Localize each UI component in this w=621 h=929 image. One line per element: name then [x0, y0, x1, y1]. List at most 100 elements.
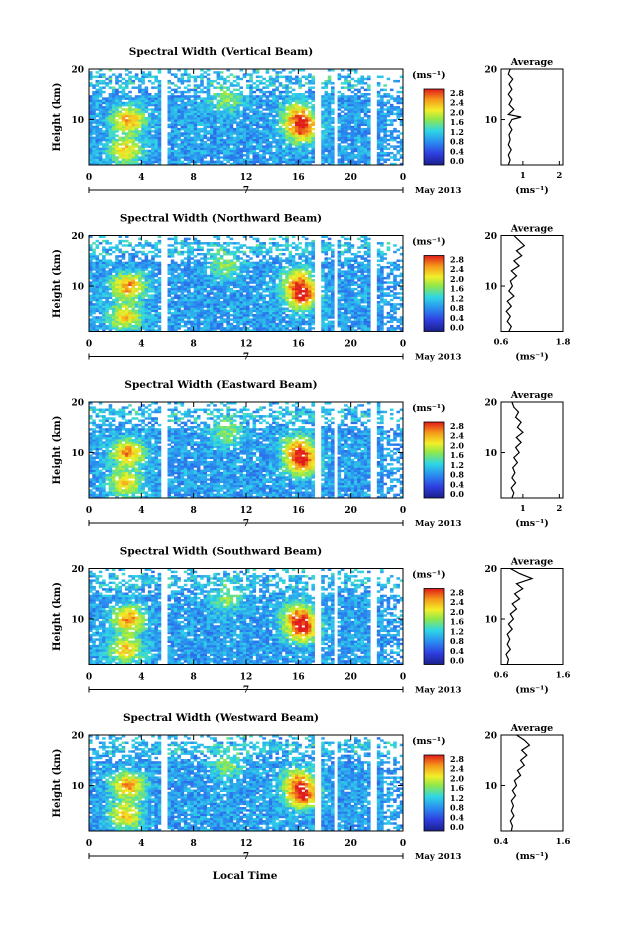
heatmap-cell	[265, 309, 270, 313]
heatmap-cell	[105, 324, 109, 328]
heatmap-cell	[141, 95, 145, 98]
heatmap-cell	[288, 136, 293, 140]
heatmap-cell	[177, 69, 181, 72]
heatmap-cell	[108, 276, 113, 280]
heatmap-cell	[239, 114, 244, 118]
heatmap-cell	[206, 106, 211, 109]
heatmap-cell	[131, 259, 136, 262]
heatmap-cell	[236, 250, 240, 254]
heatmap-cell	[295, 103, 299, 107]
heatmap-cell	[183, 287, 188, 291]
heatmap-cell	[121, 274, 126, 278]
heatmap-cell	[138, 327, 142, 330]
heatmap-cell	[213, 86, 217, 89]
heatmap-cell	[321, 160, 325, 164]
heatmap-cell	[259, 79, 263, 83]
heatmap-cell	[259, 266, 263, 269]
heatmap-cell	[102, 281, 106, 284]
heatmap-cell	[98, 242, 103, 245]
heatmap-cell	[340, 95, 345, 98]
heatmap-cell	[223, 138, 227, 142]
heatmap-cell	[249, 160, 253, 164]
heatmap-cell	[249, 75, 253, 79]
heatmap-cell	[200, 114, 204, 118]
heatmap-cell	[331, 156, 335, 159]
heatmap-cell	[147, 141, 152, 144]
heatmap-cell	[268, 307, 273, 310]
heatmap-cell	[89, 134, 93, 137]
heatmap-cell	[367, 75, 371, 79]
heatmap-cell	[259, 296, 263, 300]
heatmap-cell	[308, 114, 312, 118]
heatmap-cell	[295, 132, 299, 135]
heatmap-cell	[177, 106, 181, 109]
heatmap-cell	[347, 79, 351, 83]
heatmap-cell	[265, 250, 270, 254]
heatmap-cell	[357, 101, 361, 105]
heatmap-cell	[262, 290, 266, 293]
heatmap-cell	[308, 132, 312, 135]
heatmap-cell	[154, 309, 158, 313]
heatmap-cell	[124, 132, 129, 135]
heatmap-cell	[170, 125, 175, 129]
heatmap-cell	[151, 261, 155, 265]
heatmap-cell	[95, 272, 100, 276]
heatmap-cell	[255, 130, 260, 133]
heatmap-cell	[174, 130, 178, 133]
heatmap-cell	[242, 320, 247, 324]
heatmap-cell	[200, 84, 204, 87]
heatmap-cell	[262, 270, 266, 273]
heatmap-cell	[327, 106, 332, 109]
heatmap-cell	[128, 119, 132, 122]
heatmap-cell	[121, 82, 126, 85]
heatmap-cell	[89, 272, 93, 276]
heatmap-cell	[252, 287, 257, 291]
heatmap-cell	[232, 257, 237, 260]
heatmap-cell	[265, 290, 270, 293]
heatmap-cell	[183, 324, 188, 328]
heatmap-cell	[393, 106, 397, 109]
heatmap-cell	[157, 121, 162, 124]
heatmap-cell	[111, 263, 116, 267]
heatmap-cell	[183, 125, 188, 129]
heatmap-cell	[108, 154, 113, 157]
heatmap-cell	[210, 314, 214, 317]
heatmap-cell	[242, 281, 247, 284]
heatmap-cell	[246, 309, 250, 313]
heatmap-cell	[213, 316, 217, 319]
heatmap-cell	[268, 132, 273, 135]
heatmap-cell	[226, 88, 230, 92]
heatmap-cell	[196, 300, 201, 304]
heatmap-cell	[213, 255, 217, 258]
heatmap-cell	[344, 125, 348, 129]
heatmap-cell	[183, 103, 188, 107]
heatmap-cell	[102, 307, 106, 310]
heatmap-cell	[337, 132, 342, 135]
heatmap-cell	[200, 97, 204, 100]
heatmap-cell	[203, 329, 208, 332]
heatmap-cell	[180, 246, 185, 249]
heatmap-cell	[232, 255, 237, 258]
heatmap-cell	[121, 244, 126, 247]
heatmap-cell	[196, 303, 201, 306]
heatmap-cell	[249, 309, 253, 313]
heatmap-cell	[138, 95, 142, 98]
heatmap-cell	[118, 287, 123, 291]
heatmap-cell	[121, 121, 126, 124]
heatmap-cell	[105, 138, 109, 142]
heatmap-cell	[232, 158, 237, 161]
heatmap-cell	[265, 252, 270, 256]
heatmap-cell	[216, 127, 221, 131]
heatmap-cell	[134, 149, 139, 153]
heatmap-cell	[138, 292, 142, 295]
heatmap-cell	[196, 279, 201, 282]
average-profile-line	[507, 68, 522, 166]
heatmap-cell	[393, 145, 397, 148]
heatmap-cell	[193, 156, 198, 159]
heatmap-cell	[216, 114, 221, 118]
heatmap-cell	[111, 324, 116, 328]
heatmap-cell	[223, 125, 227, 129]
heatmap-cell	[92, 327, 96, 330]
heatmap-cell	[102, 145, 106, 148]
heatmap-cell	[340, 136, 345, 140]
